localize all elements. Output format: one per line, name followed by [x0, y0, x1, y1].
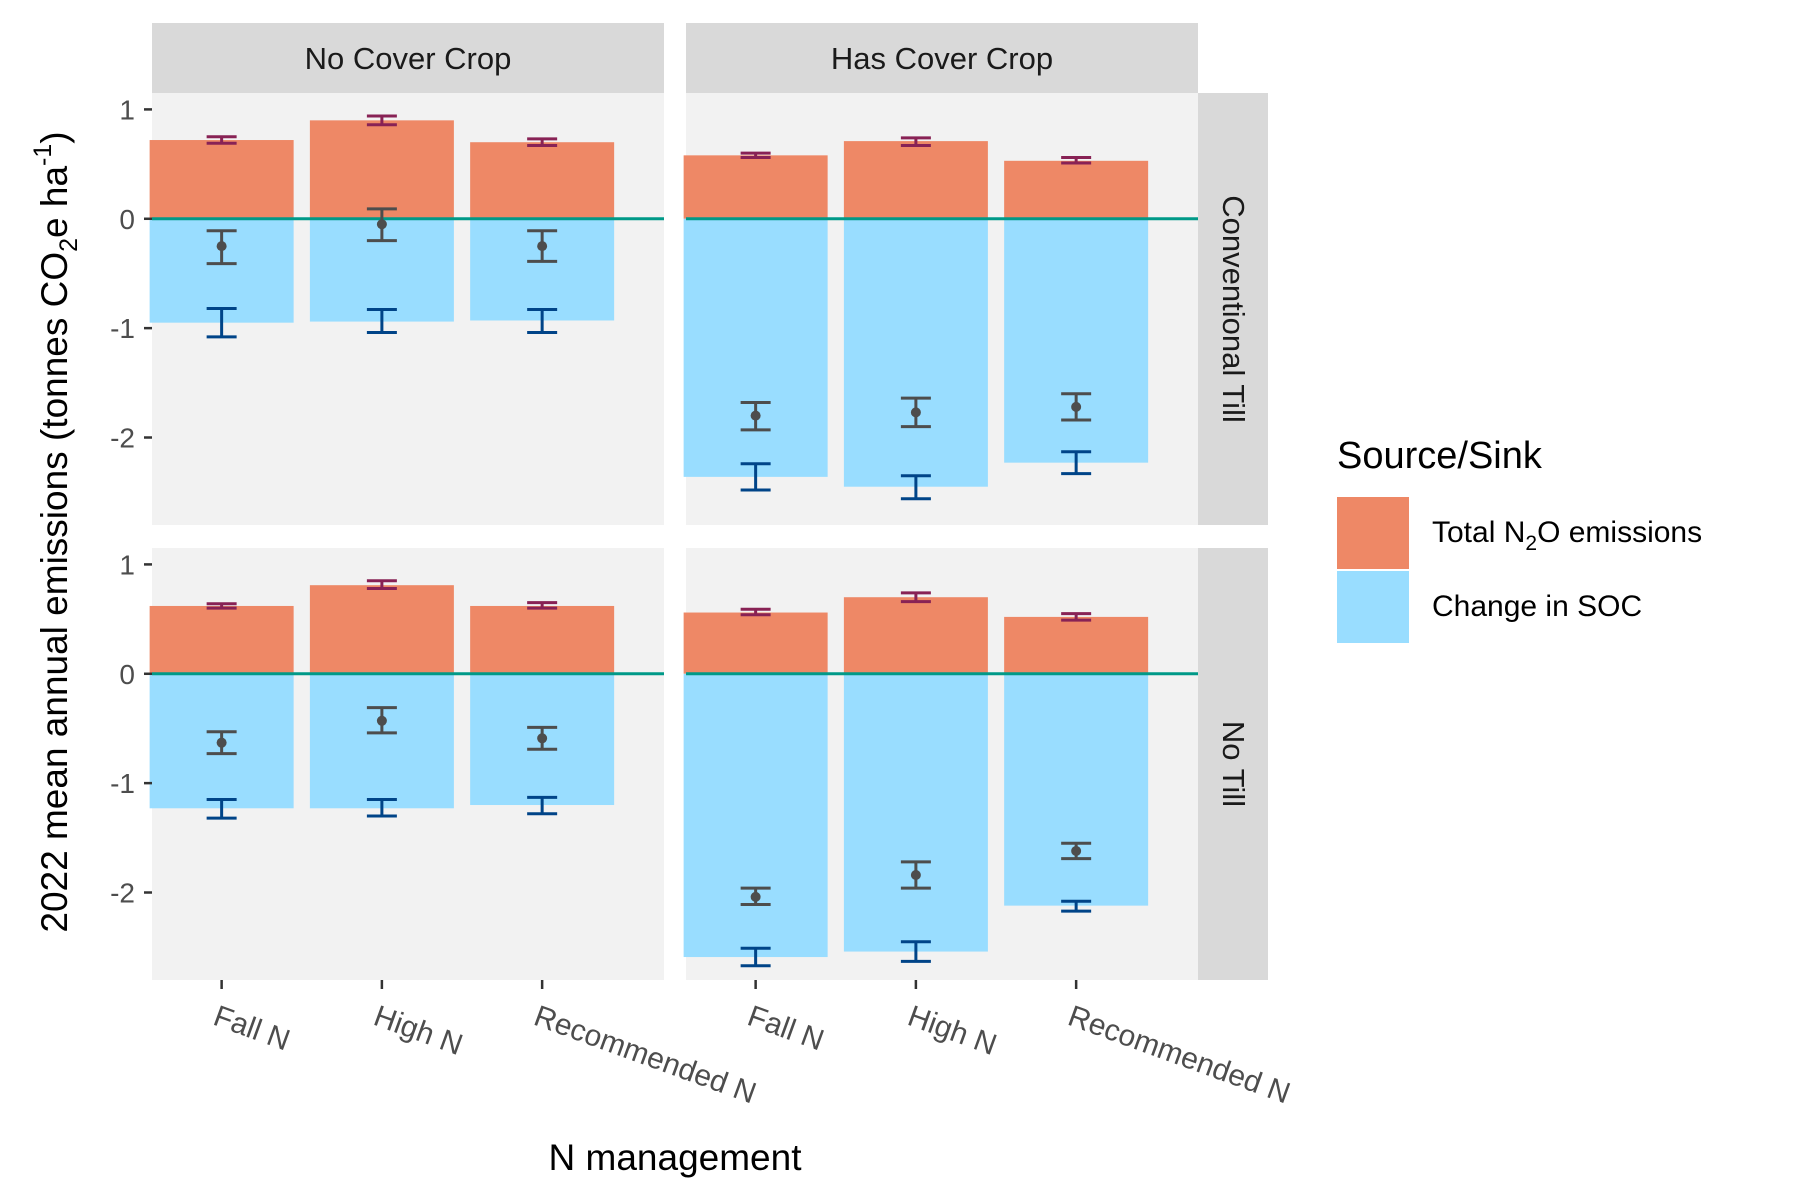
bar-n2o-high-n — [309, 585, 454, 674]
bar-soc-recommended-n — [1004, 218, 1149, 463]
bar-soc-high-n — [843, 218, 988, 487]
bar-n2o-fall-n — [149, 605, 294, 674]
row-strip-label-conventional-till: Conventional Till — [1216, 195, 1251, 422]
y-axis-title-sub: 2 — [55, 238, 83, 252]
y-axis-title-mid: e ha — [34, 166, 75, 238]
bar-soc-fall-n — [683, 673, 828, 958]
point-net-fall-n — [216, 737, 227, 748]
y-tick-label-0-1: 0 — [119, 204, 135, 235]
bar-n2o-high-n — [843, 597, 988, 674]
y-axis-title-end: ) — [34, 131, 75, 143]
bar-n2o-recommended-n — [470, 142, 615, 219]
panels-layer: No Cover Crop Has Cover Crop Conventional … — [149, 23, 1268, 980]
x-tick-label-0-fall-n: Fall N — [209, 1000, 294, 1058]
x-tick-label-1-high-n: High N — [903, 1000, 1000, 1062]
point-net-high-n — [376, 219, 387, 230]
point-net-high-n — [910, 870, 921, 881]
bar-n2o-fall-n — [149, 140, 294, 219]
bar-soc-high-n — [309, 673, 454, 809]
panel-has-cover-crop-conventional-till — [683, 93, 1198, 525]
point-net-fall-n — [216, 241, 227, 252]
panel-no-cover-crop-conventional-till — [149, 93, 664, 525]
panel-no-cover-crop-no-till — [149, 548, 664, 980]
bar-n2o-fall-n — [683, 155, 828, 219]
bar-n2o-high-n — [309, 120, 454, 219]
point-net-fall-n — [750, 891, 761, 902]
y-tick-label-1-3: -2 — [110, 878, 135, 909]
row-strip-label-no-till: No Till — [1216, 721, 1251, 807]
legend-key-n2o — [1337, 497, 1409, 569]
legend-label-n2o: Total N2O emissions — [1432, 516, 1702, 555]
legend: Source/Sink Total N2O emissions Change i… — [1337, 435, 1702, 643]
y-axis-title: 2022 mean annual emissions (tonnes CO2e … — [29, 131, 83, 932]
row-strip-conventional-till — [1198, 93, 1268, 525]
legend-label-n2o-sub: 2 — [1525, 532, 1537, 555]
y-axis-title-sup: -1 — [29, 144, 57, 166]
y-tick-label-0-3: -2 — [110, 423, 135, 454]
x-tick-label-0-high-n: High N — [369, 1000, 466, 1062]
bar-n2o-fall-n — [683, 612, 828, 674]
y-tick-label-0-2: -1 — [110, 313, 135, 344]
col-strip-no-cover-crop — [152, 23, 664, 93]
col-strip-label-has-cover-crop: Has Cover Crop — [831, 41, 1053, 76]
bar-n2o-high-n — [843, 141, 988, 219]
point-net-recommended-n — [537, 733, 548, 744]
y-axis-title-main: 2022 mean annual emissions (tonnes CO — [34, 252, 75, 933]
legend-key-soc — [1337, 571, 1409, 643]
y-tick-label-1-2: -1 — [110, 768, 135, 799]
point-net-high-n — [910, 407, 921, 418]
point-net-recommended-n — [1071, 401, 1082, 412]
y-tick-label-1-1: 0 — [119, 659, 135, 690]
bar-soc-recommended-n — [1004, 673, 1149, 906]
legend-label-n2o-pre: Total N — [1432, 516, 1525, 549]
bar-soc-fall-n — [683, 218, 828, 477]
point-net-fall-n — [750, 410, 761, 421]
x-axis-title: N management — [549, 1137, 803, 1178]
bar-soc-high-n — [843, 673, 988, 952]
point-net-recommended-n — [1071, 845, 1082, 856]
y-tick-label-1-0: 1 — [119, 549, 135, 580]
x-tick-label-0-recommended-n: Recommended N — [530, 1000, 761, 1111]
panel-has-cover-crop-no-till — [683, 548, 1198, 980]
col-strip-has-cover-crop — [686, 23, 1198, 93]
point-net-high-n — [376, 715, 387, 726]
y-tick-label-0-0: 1 — [119, 94, 135, 125]
x-tick-label-1-fall-n: Fall N — [743, 1000, 828, 1058]
row-strip-no-till — [1198, 548, 1268, 980]
bar-n2o-recommended-n — [1004, 160, 1149, 219]
bar-n2o-recommended-n — [1004, 616, 1149, 674]
x-tick-label-1-recommended-n: Recommended N — [1064, 1000, 1295, 1111]
point-net-recommended-n — [537, 241, 548, 252]
legend-title: Source/Sink — [1337, 435, 1543, 477]
legend-label-soc: Change in SOC — [1432, 590, 1642, 623]
col-strip-label-no-cover-crop: No Cover Crop — [305, 41, 512, 76]
bar-n2o-recommended-n — [470, 605, 615, 674]
legend-label-n2o-post: O emissions — [1537, 516, 1702, 549]
